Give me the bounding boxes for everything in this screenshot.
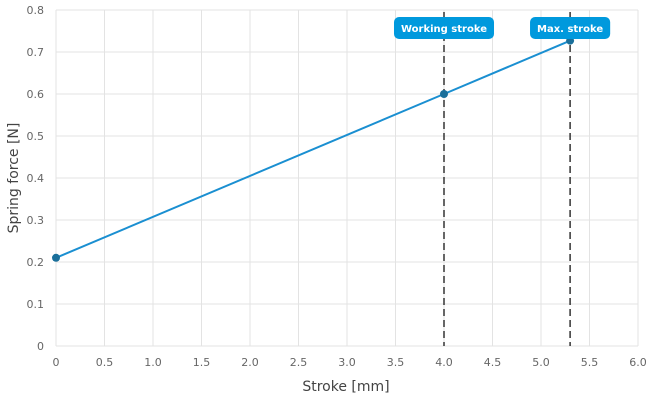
x-tick-label: 4.5 <box>484 356 502 369</box>
y-tick-label: 0.4 <box>27 172 45 185</box>
marker-callout-badge <box>393 17 495 39</box>
x-tick-label: 5.5 <box>581 356 599 369</box>
y-tick-label: 0.2 <box>27 256 45 269</box>
y-tick-label: 0.8 <box>27 4 45 17</box>
x-tick-label: 0.5 <box>96 356 114 369</box>
x-tick-label: 1.5 <box>193 356 211 369</box>
x-tick-label: 1.0 <box>144 356 162 369</box>
x-tick-label: 0 <box>53 356 60 369</box>
marker-callouts: Working stroke Max. stroke <box>393 17 611 39</box>
y-axis-title: Spring force [N] <box>6 123 22 234</box>
y-tick-label: 0.6 <box>27 88 45 101</box>
y-tick-label: 0.7 <box>27 46 45 59</box>
data-point <box>440 90 448 98</box>
x-tick-label: 3.0 <box>338 356 356 369</box>
marker-callout-label: Max. stroke <box>537 24 603 35</box>
marker-lines <box>443 12 571 346</box>
marker-callout: Working stroke <box>393 17 495 39</box>
series-layer <box>52 36 575 262</box>
x-axis-title: Stroke [mm] <box>302 379 389 395</box>
x-tick-label: 2.5 <box>290 356 308 369</box>
x-tick-label: 6.0 <box>629 356 647 369</box>
x-tick-label: 4.0 <box>435 356 453 369</box>
y-tick-labels: 0 0.1 0.2 0.3 0.4 0.5 0.6 0.7 0.8 <box>27 4 45 353</box>
x-tick-labels: 0 0.5 1.0 1.5 2.0 2.5 3.0 3.5 4.0 4.5 5.0 5.5 6.0 <box>53 356 647 369</box>
x-tick-label: 2.0 <box>241 356 259 369</box>
marker-callout-badge <box>530 17 611 39</box>
y-tick-label: 0.5 <box>27 130 45 143</box>
y-tick-label: 0 <box>37 340 44 353</box>
grid-layer <box>55 9 639 347</box>
data-point <box>52 253 60 262</box>
marker-callout: Max. stroke <box>530 17 611 39</box>
y-tick-label: 0.3 <box>27 214 45 227</box>
x-tick-label: 3.5 <box>387 356 405 369</box>
x-tick-label: 5.0 <box>532 356 550 369</box>
y-tick-label: 0.1 <box>27 298 45 311</box>
marker-callout-label: Working stroke <box>401 24 487 35</box>
